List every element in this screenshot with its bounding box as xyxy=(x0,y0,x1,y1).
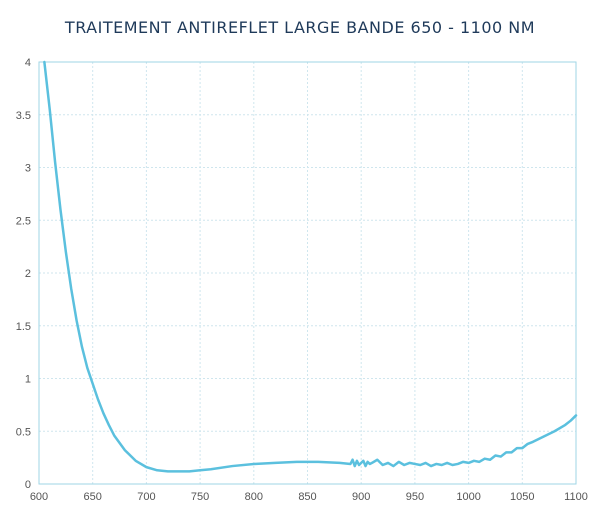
y-tick-label: 2.5 xyxy=(16,215,31,227)
chart-title: TRAITEMENT ANTIREFLET LARGE BANDE 650 - … xyxy=(64,18,536,37)
grid-lines xyxy=(38,61,577,485)
y-axis-ticks: 0 0.5 1 1.5 2 2.5 3 3.5 4 xyxy=(16,57,31,491)
y-tick-label: 0 xyxy=(25,479,31,491)
x-tick-label: 950 xyxy=(406,491,424,503)
x-tick-label: 750 xyxy=(191,491,209,503)
y-tick-label: 3 xyxy=(25,163,31,175)
x-tick-label: 650 xyxy=(84,491,102,503)
x-tick-label: 1050 xyxy=(510,491,534,503)
x-axis-ticks: 600 650 700 750 800 850 900 950 1000 1050 1100 xyxy=(30,491,588,503)
y-tick-label: 3.5 xyxy=(16,110,31,122)
plot-frame xyxy=(38,61,577,485)
x-tick-label: 800 xyxy=(245,491,263,503)
x-tick-label: 1100 xyxy=(564,491,588,503)
y-tick-label: 1.5 xyxy=(16,321,31,333)
y-tick-label: 1 xyxy=(25,374,31,386)
x-tick-label: 1000 xyxy=(456,491,480,503)
series-line xyxy=(43,60,578,473)
y-tick-label: 4 xyxy=(25,57,31,69)
x-tick-label: 700 xyxy=(137,491,155,503)
y-tick-label: 2 xyxy=(25,268,31,280)
y-tick-label: 0.5 xyxy=(16,426,31,438)
x-tick-label: 600 xyxy=(30,491,48,503)
x-tick-label: 850 xyxy=(298,491,316,503)
x-tick-label: 900 xyxy=(352,491,370,503)
